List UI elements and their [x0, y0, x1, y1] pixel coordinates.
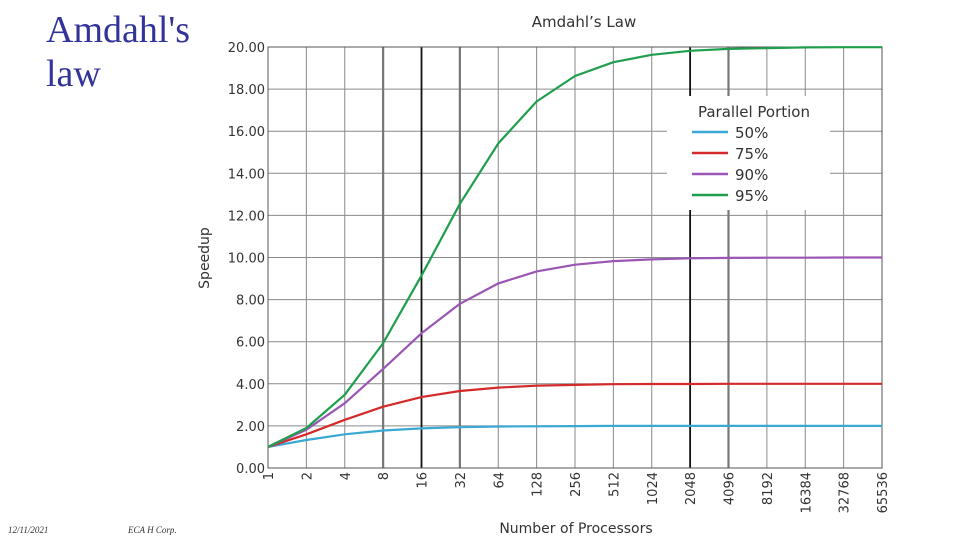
x-tick-label: 4096	[723, 472, 738, 505]
series-line-90pct	[267, 256, 882, 448]
x-tick-label: 512	[607, 472, 622, 497]
x-tick-label: 2048	[684, 472, 699, 505]
chart-title: Amdahl’s Law	[532, 13, 636, 31]
y-tick-label: 18.00	[228, 83, 265, 98]
x-axis-label: Number of Processors	[499, 521, 652, 537]
y-tick-label: 12.00	[228, 209, 265, 224]
y-axis-label: Speedup	[197, 227, 213, 289]
y-tick-label: 8.00	[236, 294, 265, 309]
x-tick-label: 16	[416, 472, 431, 489]
y-tick-labels: 0.00 2.00 4.00 6.00 8.00 10.00 12.00 14.00 16.00…	[228, 41, 265, 477]
y-tick-label: 20.00	[228, 41, 265, 56]
series-lines	[267, 46, 882, 448]
x-tick-label: 32	[454, 472, 469, 489]
x-tick-label: 2	[300, 472, 315, 480]
x-tick-label: 1024	[646, 472, 661, 505]
x-tick-label: 1	[262, 472, 277, 480]
x-tick-label: 4	[339, 472, 354, 480]
legend-label: 75%	[735, 145, 768, 163]
y-tick-label: 2.00	[236, 420, 265, 435]
series-line-75pct	[267, 382, 882, 448]
y-tick-label: 4.00	[236, 378, 265, 393]
x-tick-label: 65536	[876, 472, 891, 513]
y-tick-label: 6.00	[236, 336, 265, 351]
series-line-50pct	[267, 424, 882, 448]
legend-title: Parallel Portion	[698, 103, 810, 121]
legend-items: 50% 75% 90% 95%	[692, 124, 768, 205]
footer-date: 12/11/2021	[8, 525, 49, 535]
footer-org: ECA H Corp.	[128, 525, 177, 535]
series-line-95pct	[267, 46, 882, 448]
legend: Parallel Portion 50% 75% 90% 95%	[667, 96, 830, 210]
legend-label: 90%	[735, 166, 768, 184]
slide-title: Amdahl's law	[46, 9, 191, 95]
y-tick-label: 14.00	[228, 167, 265, 182]
x-tick-label: 8	[377, 472, 392, 480]
x-tick-label: 8192	[761, 472, 776, 505]
legend-label: 95%	[735, 187, 768, 205]
x-tick-labels: 1 2 4 8 16 32 64 128 256 512 1024 2048 4096 8192 16384…	[262, 472, 891, 513]
x-tick-label: 32768	[838, 472, 853, 513]
grid	[267, 46, 883, 469]
y-tick-label: 10.00	[228, 252, 265, 267]
y-tick-label: 0.00	[236, 462, 265, 477]
x-tick-label: 16384	[799, 472, 814, 513]
x-tick-label: 128	[531, 472, 546, 497]
x-tick-label: 256	[569, 472, 584, 497]
x-tick-label: 64	[492, 472, 507, 489]
legend-label: 50%	[735, 124, 768, 142]
y-tick-label: 16.00	[228, 125, 265, 140]
